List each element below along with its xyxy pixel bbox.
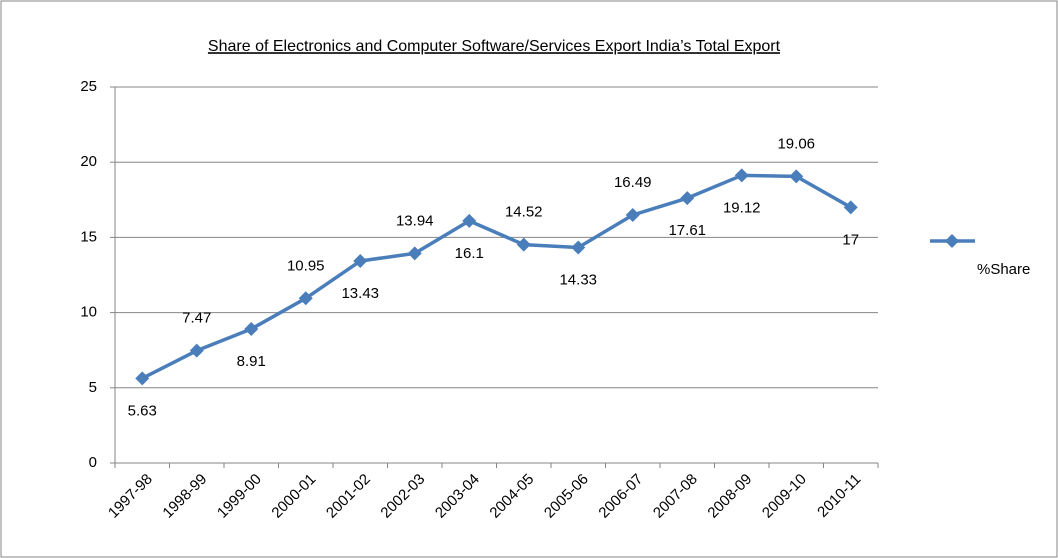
data-label: 5.63 — [128, 402, 157, 419]
marker — [571, 240, 586, 255]
y-tick-label: 5 — [89, 379, 97, 396]
series-line — [141, 173, 852, 380]
marker — [734, 168, 749, 183]
marker — [516, 237, 531, 252]
y-tick-label: 0 — [89, 454, 97, 471]
data-label: 14.52 — [505, 204, 543, 221]
data-label: 19.12 — [723, 199, 761, 216]
data-label: 19.06 — [777, 135, 815, 152]
marker — [353, 254, 368, 269]
data-label: 7.47 — [182, 310, 211, 327]
marker — [298, 291, 313, 306]
data-label: 14.33 — [559, 271, 597, 288]
legend-label: %Share — [977, 261, 1030, 278]
y-tick-label: 10 — [80, 304, 97, 321]
data-label: 17 — [842, 231, 859, 248]
marker — [625, 207, 640, 222]
y-tick-label: 15 — [80, 228, 97, 245]
marker — [843, 200, 858, 215]
data-label: 8.91 — [237, 353, 266, 370]
data-label: 13.94 — [396, 212, 434, 229]
data-label: 16.49 — [614, 174, 652, 191]
data-label: 13.43 — [341, 285, 379, 302]
data-label: 10.95 — [287, 257, 325, 274]
marker — [680, 191, 695, 206]
chart-title: Share of Electronics and Computer Softwa… — [208, 38, 781, 55]
data-label: 16.1 — [455, 245, 484, 262]
marker — [189, 343, 204, 358]
legend-marker — [945, 234, 959, 248]
marker — [135, 371, 150, 386]
marker — [462, 213, 477, 228]
marker — [407, 246, 422, 261]
y-tick-label: 20 — [80, 153, 97, 170]
data-label: 17.61 — [668, 222, 706, 239]
marker — [789, 169, 804, 184]
y-tick-label: 25 — [80, 78, 97, 95]
marker — [244, 321, 259, 336]
